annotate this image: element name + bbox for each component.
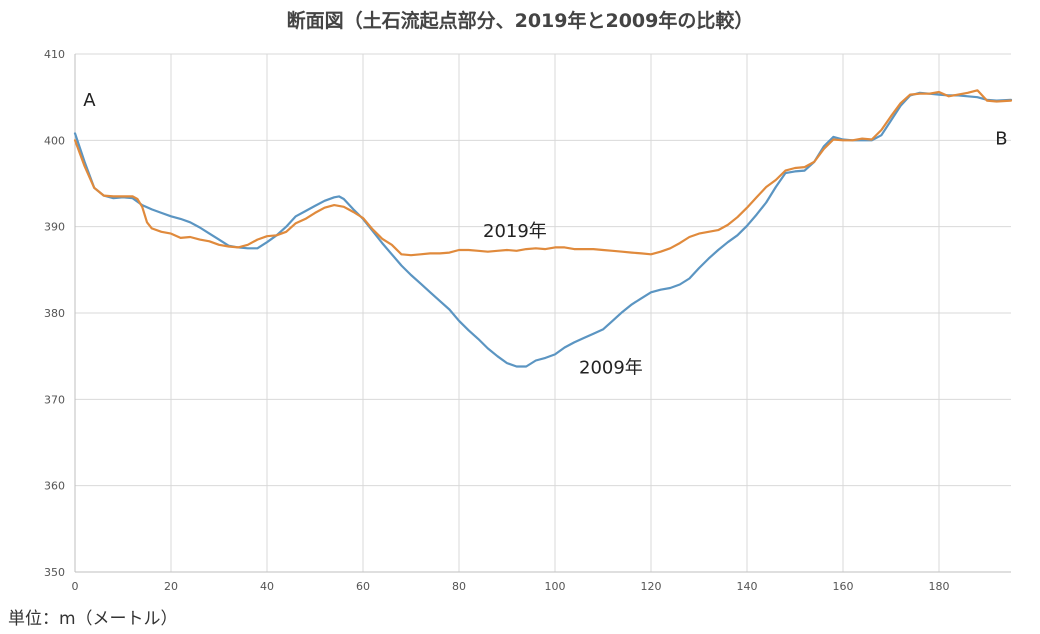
y-tick-label: 360 <box>44 480 65 493</box>
x-tick-label: 100 <box>545 580 566 593</box>
chart-annotations: 2009年 2019年 A B <box>83 90 1007 379</box>
unit-label: 単位：m（メートル） <box>8 609 178 629</box>
y-tick-label: 370 <box>44 393 65 406</box>
grid-lines <box>75 53 1011 572</box>
x-tick-labels: 0 20 40 60 80 100 120 140 160 180 <box>72 580 950 593</box>
y-tick-label: 350 <box>44 566 65 579</box>
series-label: 2019年 <box>483 221 547 242</box>
x-tick-label: 80 <box>452 580 466 593</box>
x-tick-label: 20 <box>164 580 178 593</box>
chart-title: 断面図（土石流起点部分、2019年と2009年の比較） <box>286 10 754 32</box>
y-tick-label: 410 <box>44 48 65 61</box>
x-tick-label: 140 <box>737 580 758 593</box>
x-tick-label: 40 <box>260 580 274 593</box>
y-tick-label: 390 <box>44 221 65 234</box>
x-tick-label: 180 <box>929 580 950 593</box>
y-tick-label: 400 <box>44 134 65 147</box>
x-tick-label: 60 <box>356 580 370 593</box>
series-lines <box>73 89 1013 368</box>
series-label: 2009年 <box>579 357 643 378</box>
point-label-A: A <box>83 90 96 111</box>
x-tick-label: 120 <box>641 580 662 593</box>
point-label-B: B <box>995 129 1007 150</box>
x-tick-label: 160 <box>833 580 854 593</box>
series-line-2019年 <box>73 89 1013 257</box>
x-tick-label: 0 <box>72 580 79 593</box>
y-tick-label: 380 <box>44 307 65 320</box>
y-tick-labels: 350 360 370 380 390 400 410 <box>44 48 65 579</box>
